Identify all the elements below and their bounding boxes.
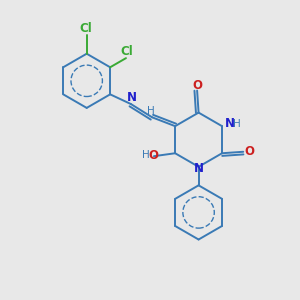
- Text: N: N: [225, 117, 235, 130]
- Text: H: H: [147, 106, 155, 116]
- Text: Cl: Cl: [80, 22, 92, 35]
- Text: H: H: [233, 119, 241, 129]
- Text: O: O: [192, 79, 202, 92]
- Text: H: H: [142, 150, 150, 160]
- Text: N: N: [127, 91, 136, 104]
- Text: O: O: [148, 148, 158, 161]
- Text: O: O: [245, 145, 255, 158]
- Text: N: N: [194, 162, 204, 175]
- Text: Cl: Cl: [120, 45, 133, 58]
